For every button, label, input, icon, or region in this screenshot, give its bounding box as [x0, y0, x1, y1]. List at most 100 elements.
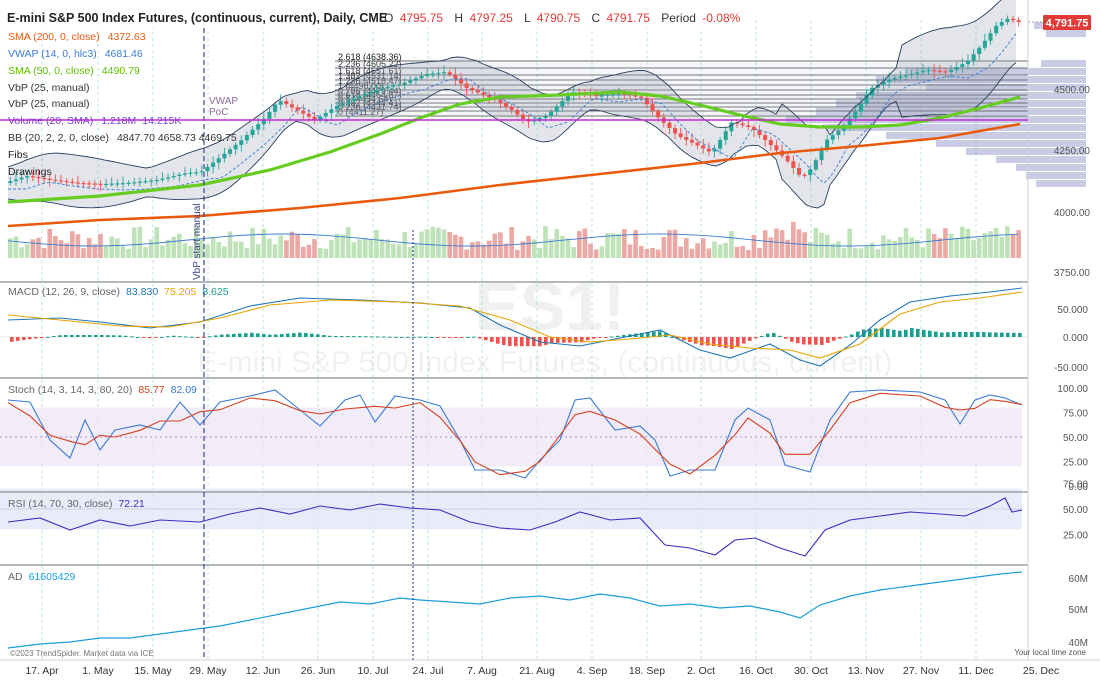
candle-body — [177, 174, 182, 177]
volume-bar — [661, 237, 667, 258]
legend-vwap: VWAP (14, 0, hlc3) 4681.46 — [8, 48, 143, 60]
macd-histogram-bar — [286, 333, 290, 337]
macd-histogram-bar — [544, 337, 548, 345]
candle-body — [504, 103, 509, 107]
price-candles[interactable] — [8, 15, 1021, 191]
macd-histogram-bar — [406, 336, 410, 338]
macd-tick-label: 50.000 — [1057, 305, 1088, 316]
candle-body — [273, 104, 278, 112]
rsi-line — [7, 497, 1023, 557]
macd-histogram-bar — [556, 337, 560, 343]
volume-bar — [8, 238, 13, 258]
candle-body — [329, 109, 334, 113]
macd-histogram-bar — [616, 335, 620, 337]
volume-bar — [69, 231, 75, 258]
volume-bar — [413, 243, 419, 258]
volume-bar — [588, 243, 593, 258]
candle-body — [199, 171, 204, 173]
indicator-legend[interactable]: SMA (200, 0, close) 4372.63 VWAP (14, 0, h… — [8, 31, 237, 178]
volume-bar — [762, 230, 768, 258]
volume-bar — [469, 242, 475, 258]
macd-histogram-bar — [718, 337, 722, 347]
candle-body — [988, 33, 993, 41]
open-label: O — [384, 11, 393, 25]
macd-histogram-bar — [772, 332, 776, 337]
candle-body — [515, 110, 520, 115]
timezone-text[interactable]: Your local time zone — [1014, 648, 1086, 657]
macd-histogram-bar — [442, 337, 446, 338]
macd-histogram-bar — [562, 337, 566, 343]
candle-body — [965, 60, 971, 65]
volume-bar — [791, 221, 796, 258]
candle-body — [774, 145, 779, 151]
macd-histogram-bar — [604, 337, 608, 338]
candle-body — [25, 176, 30, 178]
macd-histogram-bar — [292, 333, 296, 337]
candle-body — [487, 94, 492, 97]
macd-histogram-bar — [220, 334, 224, 337]
candle-body — [402, 82, 407, 85]
candle-body — [58, 180, 64, 182]
volume-bar — [289, 231, 295, 258]
macd-histogram-bar — [592, 337, 596, 339]
volume-bar — [965, 228, 971, 258]
macd-histogram-bar — [658, 331, 662, 337]
volume-bar — [616, 234, 622, 258]
macd-histogram-bar — [172, 335, 176, 337]
vbp-start-label: VbP start manual — [192, 203, 203, 280]
candle-body — [188, 172, 193, 174]
fib-label: 0 (4411.27) — [338, 107, 383, 117]
volume-sma-line — [7, 233, 1019, 247]
macd-histogram-bar — [148, 337, 152, 339]
candle-body — [413, 78, 418, 81]
candle-body — [464, 83, 469, 88]
volume-bar — [836, 241, 841, 258]
volume-bar — [824, 234, 830, 258]
volume-bar — [143, 247, 148, 258]
low-value: 4790.75 — [537, 11, 581, 25]
macd-histogram-bar — [514, 337, 518, 347]
candle-body — [75, 182, 80, 184]
volume-bar — [441, 229, 447, 258]
open-value: 4795.75 — [400, 11, 444, 25]
macd-histogram-bar — [28, 337, 32, 340]
macd-histogram-bar — [160, 337, 164, 338]
macd-histogram-bar — [328, 335, 332, 337]
volume-bar — [475, 241, 481, 258]
volume-bar — [24, 244, 30, 258]
macd-tick-label: 0.000 — [1063, 333, 1088, 344]
fib-label: 0.786 (4479.44) — [338, 86, 402, 96]
volume-bar — [515, 249, 520, 258]
candle-body — [295, 107, 300, 111]
volume-bar — [576, 230, 582, 258]
macd-histogram-bar — [364, 336, 368, 338]
date-tick-label: 18. Sep — [629, 665, 665, 677]
low-label: L — [524, 11, 531, 25]
volume-bar — [182, 243, 188, 258]
date-tick-label: 24. Jul — [413, 665, 444, 677]
volume-bar — [610, 233, 616, 258]
volume-bar — [526, 235, 531, 258]
volume-bar — [926, 228, 931, 258]
candle-body — [227, 149, 233, 154]
date-tick-label: 10. Jul — [358, 665, 389, 677]
macd-histogram-bar — [916, 328, 920, 337]
volume-bar — [706, 248, 712, 258]
panel-separators[interactable] — [0, 281, 1028, 566]
volume-bar — [858, 248, 864, 258]
volume-bar — [695, 243, 700, 258]
volume-bar — [36, 237, 41, 258]
candle-body — [667, 122, 672, 129]
candle-body — [396, 84, 402, 86]
volume-bar — [605, 233, 610, 258]
candle-body — [898, 76, 903, 78]
vbp-bar — [886, 132, 1086, 139]
volume-bar — [684, 238, 689, 258]
macd-histogram-bar — [136, 337, 140, 338]
candle-body — [64, 181, 69, 183]
high-label: H — [454, 11, 463, 25]
macd-histogram-bar — [196, 337, 200, 338]
fib-label: 1 (4498.00) — [338, 81, 384, 91]
volume-bar — [898, 237, 903, 258]
